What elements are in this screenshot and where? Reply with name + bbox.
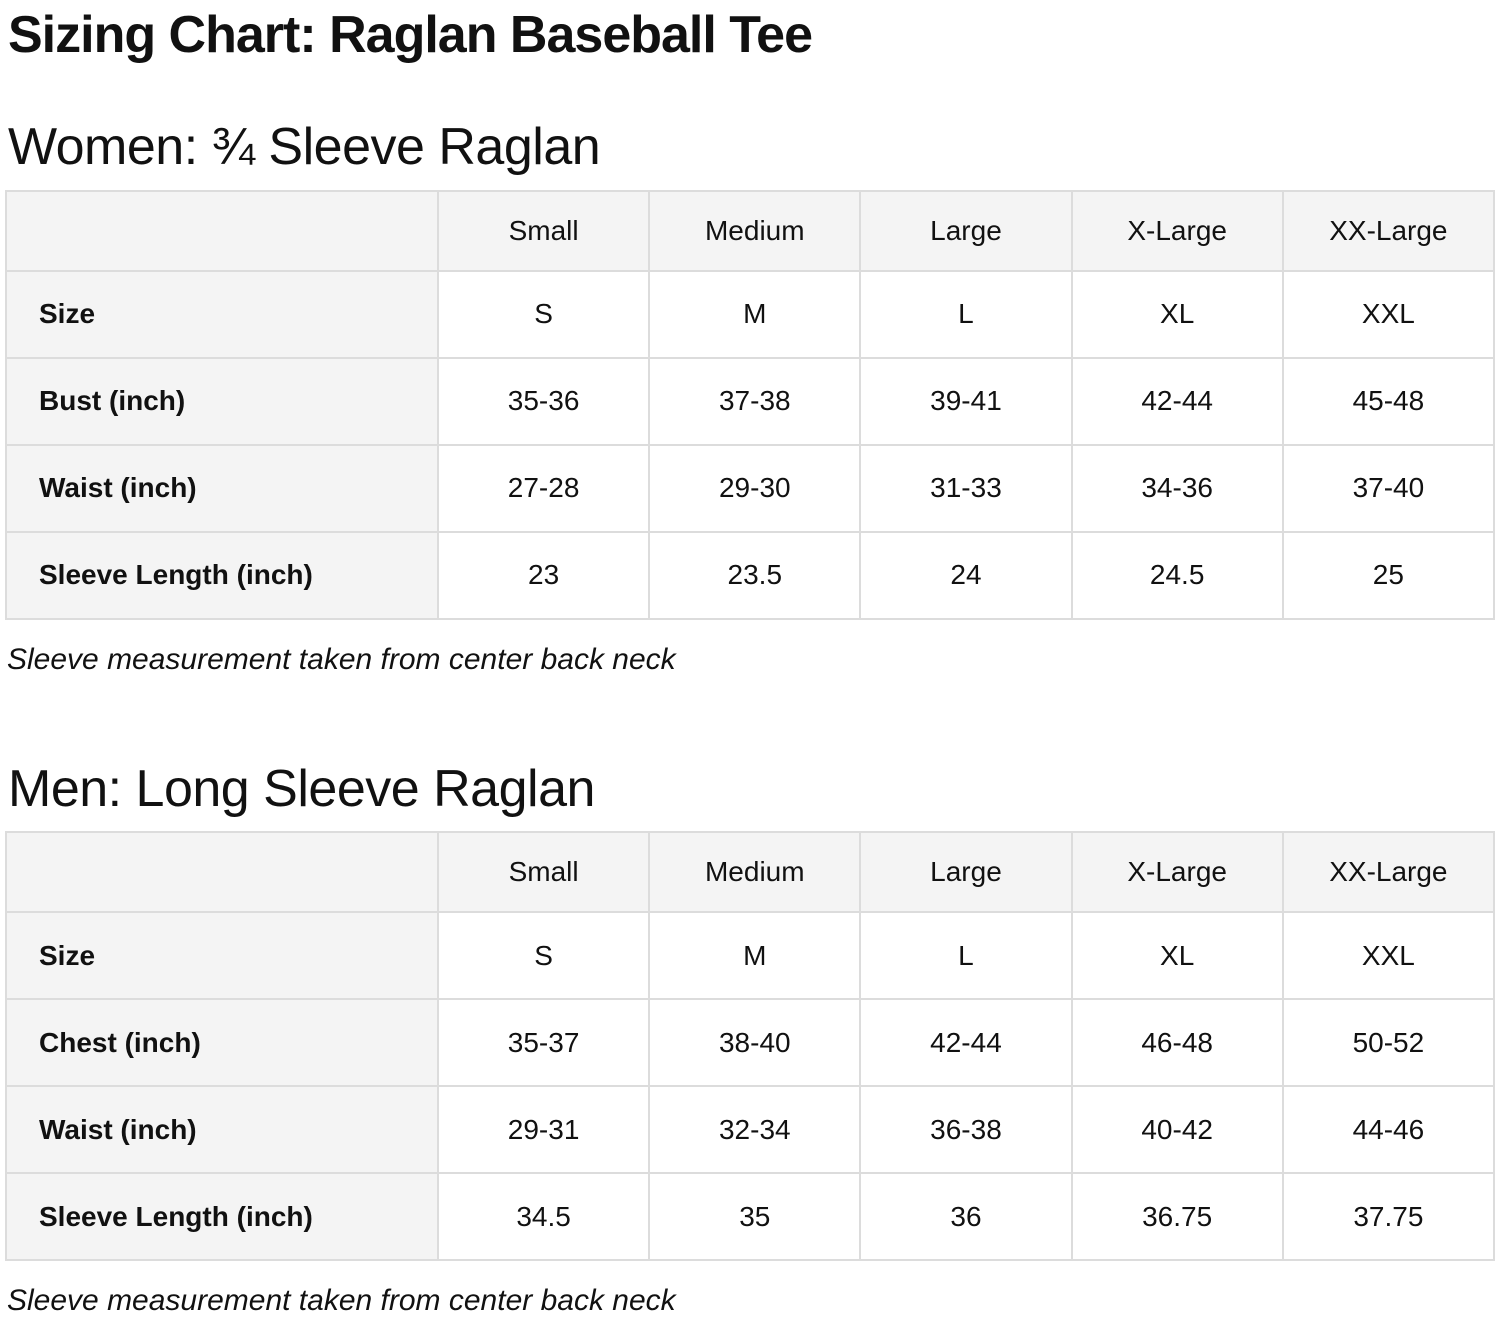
table-cell: 27-28 — [436, 443, 651, 533]
table-cell: 38-40 — [648, 998, 862, 1088]
table-cell: 37.75 — [1281, 1172, 1496, 1262]
column-header-medium: Medium — [648, 189, 862, 272]
women-section-heading: Women: ¾ Sleeve Raglan — [8, 117, 601, 176]
table-cell: 40-42 — [1070, 1085, 1284, 1175]
column-header-xx-large: XX-Large — [1281, 189, 1496, 272]
row-label-chest: Chest (inch) — [5, 998, 439, 1088]
men-footnote: Sleeve measurement taken from center bac… — [7, 1284, 676, 1318]
table-cell: 45-48 — [1281, 356, 1496, 446]
table-cell: XL — [1070, 269, 1284, 359]
table-cell: S — [436, 269, 651, 359]
men-size-row: Size S M L XL XXL — [5, 911, 1496, 1001]
column-header-small: Small — [436, 189, 651, 272]
table-cell: 24 — [859, 530, 1073, 620]
column-header-medium: Medium — [648, 831, 862, 914]
page-title: Sizing Chart: Raglan Baseball Tee — [8, 6, 813, 64]
table-cell: 50-52 — [1281, 998, 1496, 1088]
row-label-size: Size — [5, 911, 439, 1001]
men-section-heading: Men: Long Sleeve Raglan — [8, 759, 595, 818]
table-cell: M — [648, 269, 862, 359]
table-cell: 42-44 — [859, 998, 1073, 1088]
women-column-header-row: Small Medium Large X-Large XX-Large — [5, 189, 1496, 272]
table-cell: L — [859, 911, 1073, 1001]
table-cell: 25 — [1281, 530, 1496, 620]
table-cell: 31-33 — [859, 443, 1073, 533]
men-sizing-table: Small Medium Large X-Large XX-Large Size… — [5, 831, 1496, 1262]
table-cell: 29-31 — [436, 1085, 651, 1175]
table-cell: 29-30 — [648, 443, 862, 533]
table-cell: 35 — [648, 1172, 862, 1262]
men-sleeve-length-row: Sleeve Length (inch) 34.5 35 36 36.75 37… — [5, 1172, 1496, 1262]
column-header-large: Large — [859, 189, 1073, 272]
table-cell: XL — [1070, 911, 1284, 1001]
women-waist-row: Waist (inch) 27-28 29-30 31-33 34-36 37-… — [5, 443, 1496, 533]
column-header-x-large: X-Large — [1070, 831, 1284, 914]
row-label-waist: Waist (inch) — [5, 443, 439, 533]
table-cell: 36-38 — [859, 1085, 1073, 1175]
women-bust-row: Bust (inch) 35-36 37-38 39-41 42-44 45-4… — [5, 356, 1496, 446]
table-cell: 39-41 — [859, 356, 1073, 446]
women-footnote: Sleeve measurement taken from center bac… — [7, 642, 676, 676]
table-cell: 36.75 — [1070, 1172, 1284, 1262]
women-size-row: Size S M L XL XXL — [5, 269, 1496, 359]
table-cell: 37-38 — [648, 356, 862, 446]
row-label-bust: Bust (inch) — [5, 356, 439, 446]
table-cell: M — [648, 911, 862, 1001]
column-header-xx-large: XX-Large — [1281, 831, 1496, 914]
table-cell: XXL — [1281, 269, 1496, 359]
row-label-sleeve-length: Sleeve Length (inch) — [5, 1172, 439, 1262]
men-waist-row: Waist (inch) 29-31 32-34 36-38 40-42 44-… — [5, 1085, 1496, 1175]
table-cell: 36 — [859, 1172, 1073, 1262]
men-chest-row: Chest (inch) 35-37 38-40 42-44 46-48 50-… — [5, 998, 1496, 1088]
table-cell: 34-36 — [1070, 443, 1284, 533]
women-sleeve-length-row: Sleeve Length (inch) 23 23.5 24 24.5 25 — [5, 530, 1496, 620]
table-cell: 35-37 — [436, 998, 651, 1088]
table-cell: 23 — [436, 530, 651, 620]
table-cell: 35-36 — [436, 356, 651, 446]
table-cell: 44-46 — [1281, 1085, 1496, 1175]
table-cell: 32-34 — [648, 1085, 862, 1175]
table-cell: 42-44 — [1070, 356, 1284, 446]
table-cell: 23.5 — [648, 530, 862, 620]
row-label-size: Size — [5, 269, 439, 359]
corner-cell — [5, 189, 439, 272]
corner-cell — [5, 831, 439, 914]
table-cell: 37-40 — [1281, 443, 1496, 533]
table-cell: L — [859, 269, 1073, 359]
row-label-waist: Waist (inch) — [5, 1085, 439, 1175]
column-header-large: Large — [859, 831, 1073, 914]
table-cell: XXL — [1281, 911, 1496, 1001]
table-cell: 24.5 — [1070, 530, 1284, 620]
table-cell: 46-48 — [1070, 998, 1284, 1088]
row-label-sleeve-length: Sleeve Length (inch) — [5, 530, 439, 620]
table-cell: S — [436, 911, 651, 1001]
men-column-header-row: Small Medium Large X-Large XX-Large — [5, 831, 1496, 914]
women-sizing-table: Small Medium Large X-Large XX-Large Size… — [5, 189, 1496, 620]
column-header-x-large: X-Large — [1070, 189, 1284, 272]
column-header-small: Small — [436, 831, 651, 914]
table-cell: 34.5 — [436, 1172, 651, 1262]
